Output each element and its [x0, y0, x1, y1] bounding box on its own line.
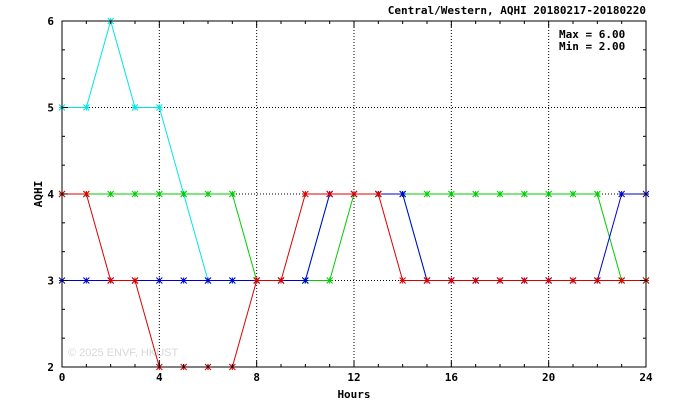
- data-point-marker: [593, 190, 601, 198]
- data-point-marker: [423, 190, 431, 198]
- data-point-marker: [593, 277, 601, 284]
- data-point-marker: [180, 190, 188, 198]
- data-point-marker: [155, 277, 163, 284]
- y-axis-label: AQHI: [32, 181, 45, 208]
- x-axis-label: Hours: [337, 388, 370, 401]
- x-tick-label: 4: [156, 371, 163, 384]
- data-point-marker: [447, 190, 455, 198]
- data-point-marker: [301, 190, 309, 198]
- data-point-marker: [82, 190, 90, 198]
- data-point-marker: [228, 277, 236, 284]
- data-point-marker: [350, 190, 358, 198]
- data-point-marker: [545, 190, 553, 198]
- y-tick-label: 3: [47, 275, 54, 288]
- data-point-marker: [569, 277, 577, 284]
- x-tick-label: 0: [59, 371, 66, 384]
- x-tick-label: 16: [445, 371, 459, 384]
- x-tick-label: 24: [639, 371, 653, 384]
- x-tick-label: 20: [542, 371, 555, 384]
- chart-title: Central/Western, AQHI 20180217-20180220: [388, 4, 646, 17]
- data-point-marker: [107, 190, 115, 198]
- data-point-marker: [277, 277, 285, 284]
- data-point-marker: [520, 277, 528, 284]
- min-annotation: Min = 2.00: [559, 40, 625, 53]
- data-point-marker: [253, 277, 261, 284]
- data-point-marker: [496, 277, 504, 284]
- data-point-marker: [155, 104, 163, 111]
- watermark-text: © 2025 ENVF, HKUST: [68, 347, 178, 359]
- data-point-marker: [82, 277, 90, 284]
- max-annotation: Max = 6.00: [559, 28, 625, 41]
- data-point-marker: [82, 104, 90, 111]
- y-tick-label: 4: [47, 188, 54, 201]
- data-point-marker: [180, 277, 188, 284]
- axis-ticks: 0 4 8 12 16 20 24 2 3 4 5 6: [47, 15, 653, 384]
- data-point-marker: [520, 190, 528, 198]
- data-point-marker: [107, 277, 115, 284]
- series-layer: [58, 17, 650, 371]
- data-point-marker: [447, 277, 455, 284]
- data-point-marker: [326, 190, 334, 198]
- data-point-marker: [131, 277, 139, 284]
- data-point-marker: [374, 190, 382, 198]
- data-point-marker: [131, 104, 139, 111]
- data-point-marker: [545, 277, 553, 284]
- data-point-marker: [155, 190, 163, 198]
- data-point-marker: [472, 277, 480, 284]
- x-tick-label: 12: [347, 371, 360, 384]
- data-point-marker: [399, 190, 407, 198]
- data-point-marker: [423, 277, 431, 284]
- data-point-marker: [204, 277, 212, 284]
- data-point-marker: [131, 190, 139, 198]
- data-point-marker: [618, 277, 626, 284]
- data-point-marker: [496, 190, 504, 198]
- y-tick-label: 6: [47, 15, 54, 28]
- data-point-marker: [399, 277, 407, 284]
- data-point-marker: [204, 190, 212, 198]
- x-tick-label: 8: [253, 371, 260, 384]
- data-point-marker: [569, 190, 577, 198]
- data-point-marker: [618, 190, 626, 198]
- y-tick-label: 2: [47, 361, 54, 374]
- y-tick-label: 5: [47, 102, 54, 115]
- data-point-marker: [228, 190, 236, 198]
- data-point-marker: [472, 190, 480, 198]
- data-point-marker: [301, 277, 309, 284]
- data-point-marker: [326, 277, 334, 284]
